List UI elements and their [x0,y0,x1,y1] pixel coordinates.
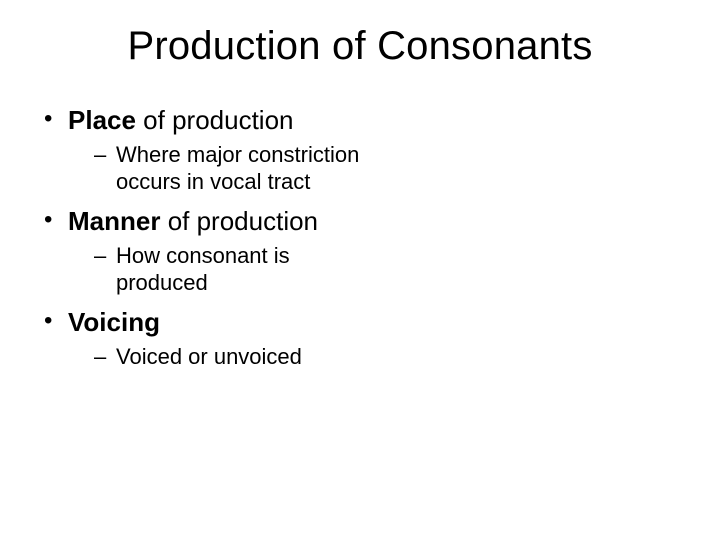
bullet-rest: of production [136,105,294,135]
sub-list-item: Where major constriction occurs in vocal… [94,142,373,196]
list-item: Place of production Where major constric… [44,105,373,196]
sub-list: Voiced or unvoiced [68,344,373,371]
sub-list: Where major constriction occurs in vocal… [68,142,373,196]
list-item: Voicing Voiced or unvoiced [44,307,373,371]
sub-list: How consonant is produced [68,243,373,297]
bullet-list: Place of production Where major constric… [36,105,373,371]
slide: Production of Consonants Place of produc… [0,0,720,540]
sub-list-item: How consonant is produced [94,243,373,297]
bullet-bold: Manner [68,206,160,236]
sub-list-item: Voiced or unvoiced [94,344,373,371]
bullet-bold: Voicing [68,307,160,337]
list-item: Manner of production How consonant is pr… [44,206,373,297]
slide-title: Production of Consonants [36,24,684,69]
bullet-bold: Place [68,105,136,135]
bullet-rest: of production [160,206,318,236]
slide-content: Place of production Where major constric… [36,105,373,371]
